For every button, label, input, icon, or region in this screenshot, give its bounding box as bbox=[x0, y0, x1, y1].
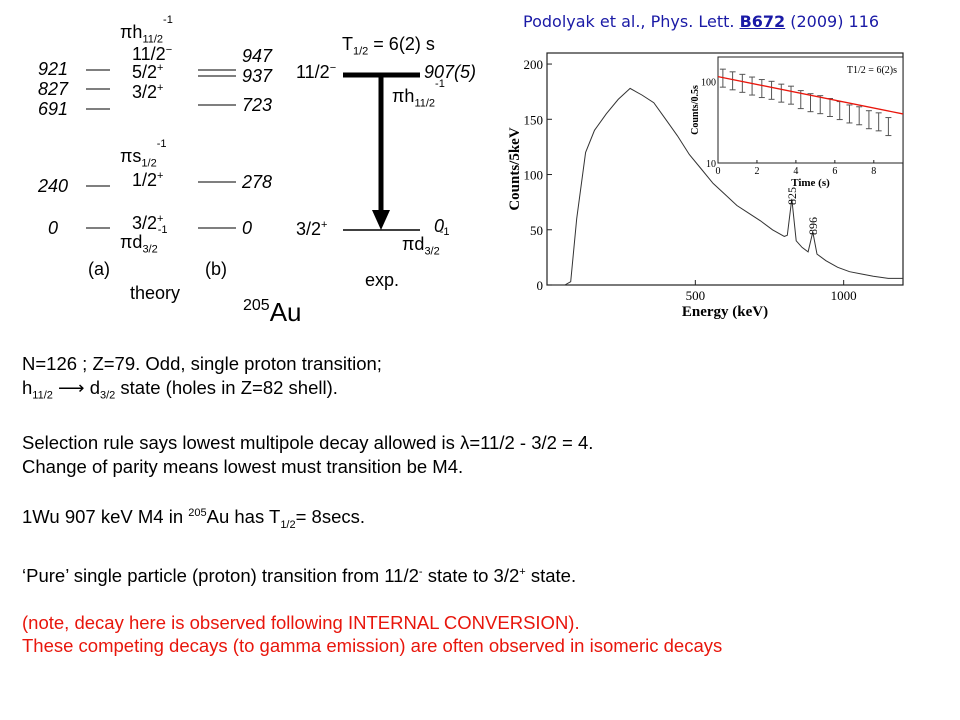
exp-label: exp. bbox=[365, 270, 400, 290]
inset-y-label: Counts/0.5s bbox=[690, 85, 701, 135]
exp-lower-spin: 3/2+ bbox=[296, 219, 328, 239]
text-line-5: 1Wu 907 keV M4 in 205Au has T1/2= 8secs. bbox=[22, 505, 366, 531]
inset-x-tick-label: 2 bbox=[754, 166, 759, 177]
exp-lower-energy: 0 bbox=[434, 216, 445, 236]
exp-upper-energy: 907(5) bbox=[424, 62, 477, 82]
citation-year-pages: (2009) 116 bbox=[785, 12, 880, 31]
text-line-2: h11/2 ⟶ d3/2 state (holes in Z=82 shell)… bbox=[22, 376, 338, 402]
exp-halflife: T1/2 = 6(2) s bbox=[342, 34, 435, 58]
label-theory: theory bbox=[130, 283, 181, 303]
spin-1-2-theory: 1/2+ bbox=[132, 170, 164, 190]
spin-3-2-theory-low: 3/2+ bbox=[132, 213, 164, 233]
inset-x-tick-label: 0 bbox=[716, 166, 721, 177]
theory-b-level-947: 947 bbox=[242, 46, 273, 66]
nucleus-label: 205Au bbox=[243, 297, 302, 328]
spin-11-2-theory: 11/2− bbox=[132, 44, 173, 64]
note-internal-conversion: (note, decay here is observed following … bbox=[22, 611, 580, 633]
spectrum-y-tick-label: 100 bbox=[524, 168, 544, 183]
spectrum-trace bbox=[547, 87, 903, 286]
label-b: (b) bbox=[205, 259, 227, 279]
spin-3-2-theory-top: 3/2+ bbox=[132, 82, 164, 102]
inset-y-tick-label: 100 bbox=[701, 78, 716, 89]
citation: Podolyak et al., Phys. Lett. B672 (2009)… bbox=[523, 12, 879, 31]
inset-title: T1/2 = 6(2)s bbox=[847, 65, 897, 76]
exp-upper-spin: 11/2− bbox=[296, 62, 337, 82]
spectrum-y-label: Counts/5keV bbox=[507, 127, 523, 211]
theory-b-level-723: 723 bbox=[242, 95, 273, 115]
nucleus-mass: 205 bbox=[243, 297, 270, 314]
spectrum-y-tick-label: 0 bbox=[537, 278, 544, 293]
theory-a-level-0: 0 bbox=[48, 218, 59, 238]
citation-authors: Podolyak et al., Phys. Lett. bbox=[523, 12, 740, 31]
spectrum-x-tick-label: 500 bbox=[686, 288, 706, 303]
theory-b-level-937: 937 bbox=[242, 66, 273, 86]
nucleus-symbol: Au bbox=[269, 297, 302, 327]
note-competing-decays: These competing decays (to gamma emissio… bbox=[22, 635, 723, 657]
spectrum-peak-label: 825 bbox=[785, 187, 799, 205]
inset-x-tick-label: 8 bbox=[871, 166, 876, 177]
spectrum-peak-label: 896 bbox=[806, 217, 820, 235]
text-line-3: Selection rule says lowest multipole dec… bbox=[22, 432, 594, 454]
spin-5-2-theory: 5/2+ bbox=[132, 62, 164, 82]
inset-x-label: Time (s) bbox=[791, 177, 830, 189]
spectrum-x-label: Energy (keV) bbox=[682, 304, 768, 320]
text-line-6: ‘Pure’ single particle (proton) transiti… bbox=[22, 564, 577, 586]
explanation-text: N=126 ; Z=79. Odd, single proton transit… bbox=[22, 352, 722, 658]
inset-y-tick-label: 10 bbox=[706, 159, 716, 170]
spectrum-x-tick-label: 1000 bbox=[831, 288, 857, 303]
text-line-4: Change of parity means lowest must trans… bbox=[22, 455, 464, 477]
inset-x-tick-label: 6 bbox=[832, 166, 837, 177]
spectrum-y-tick-label: 150 bbox=[524, 112, 544, 127]
theory-a-level-240: 240 bbox=[38, 176, 69, 196]
inset-fit-line bbox=[717, 75, 904, 115]
config-h11-theory: πh11/2-1 bbox=[120, 14, 173, 46]
label-a: (a) bbox=[88, 259, 110, 279]
config-s12-theory: πs1/2-1 bbox=[120, 138, 167, 170]
inset-x-tick-label: 4 bbox=[793, 166, 798, 177]
spectrum-frame bbox=[546, 52, 904, 286]
text-line-1: N=126 ; Z=79. Odd, single proton transit… bbox=[22, 353, 382, 374]
exp-config-d32: πd3/2-1 bbox=[402, 226, 450, 258]
level-scheme-lines bbox=[86, 69, 420, 231]
spectrum-y-tick-label: 200 bbox=[524, 57, 544, 72]
config-d32-theory: πd3/2-1 bbox=[120, 224, 168, 256]
theory-b-level-0: 0 bbox=[242, 218, 253, 238]
theory-a-level-827: 827 bbox=[38, 79, 69, 99]
spectrum-y-tick-label: 50 bbox=[530, 223, 543, 238]
theory-a-level-921: 921 bbox=[38, 59, 69, 79]
theory-a-level-691: 691 bbox=[38, 99, 69, 119]
citation-volume-link[interactable]: B672 bbox=[739, 12, 786, 31]
exp-config-h11: πh11/2-1 bbox=[392, 78, 445, 110]
theory-b-level-278: 278 bbox=[242, 172, 273, 192]
